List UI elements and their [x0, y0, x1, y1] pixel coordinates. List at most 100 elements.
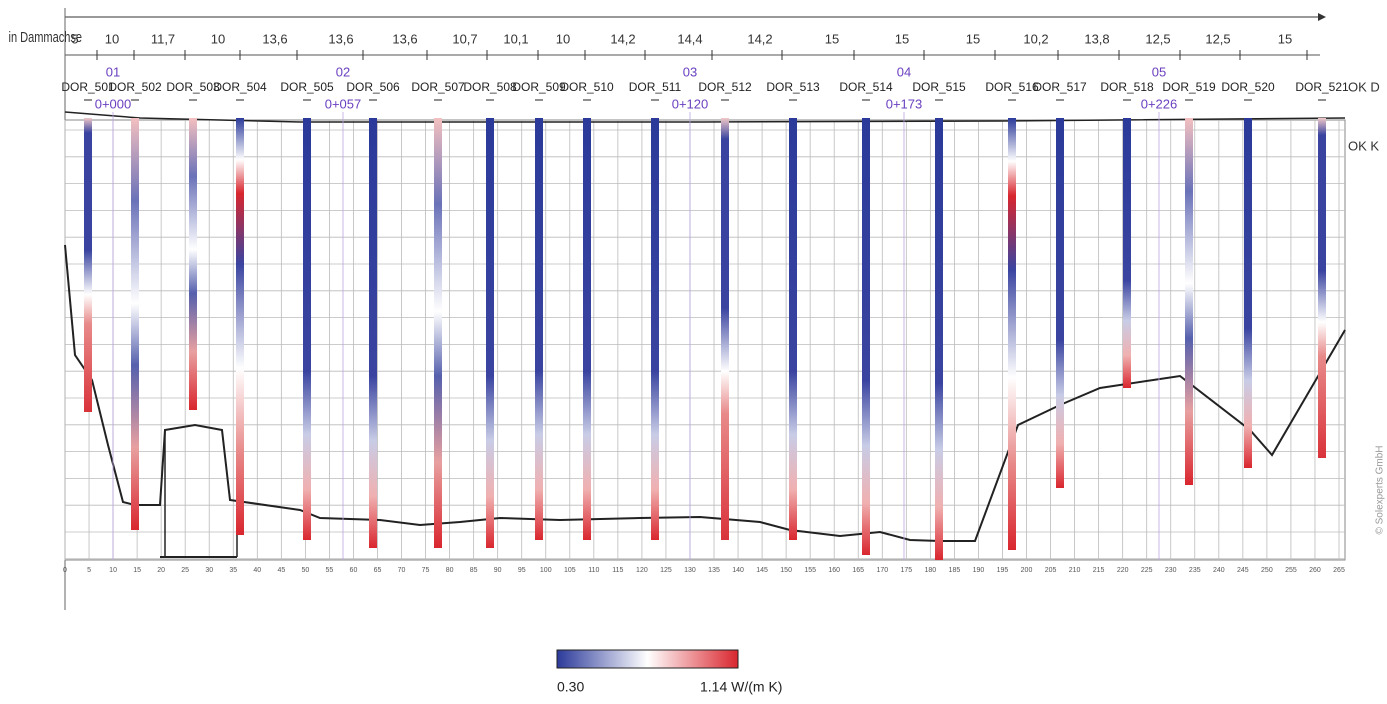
x-tick-label: 225: [1141, 567, 1153, 574]
x-tick-label: 75: [422, 567, 430, 574]
borehole-column: [236, 118, 244, 535]
copyright: © Solexperts GmbH: [1375, 445, 1386, 534]
borehole-label: DOR_514: [839, 80, 893, 94]
spacing-label: 15: [825, 31, 839, 46]
x-tick-label: 45: [277, 567, 285, 574]
x-tick-label: 240: [1213, 567, 1225, 574]
borehole-column: [1318, 118, 1326, 458]
x-tick-label: 160: [828, 567, 840, 574]
x-tick-label: 70: [398, 567, 406, 574]
marker-station: 0+057: [325, 96, 362, 111]
x-tick-label: 195: [997, 567, 1009, 574]
x-tick-label: 20: [157, 567, 165, 574]
borehole-label: DOR_501: [61, 80, 115, 94]
spacing-label: 15: [895, 31, 909, 46]
borehole-column: [369, 118, 377, 548]
x-tick-label: 130: [684, 567, 696, 574]
x-tick-label: 210: [1069, 567, 1081, 574]
spacing-label: 10: [105, 31, 119, 46]
x-tick-label: 175: [900, 567, 912, 574]
x-tick-label: 200: [1021, 567, 1033, 574]
x-tick-label: 90: [494, 567, 502, 574]
right-label: OK K: [1348, 138, 1379, 153]
x-tick-label: 165: [852, 567, 864, 574]
x-tick-label: 40: [253, 567, 261, 574]
borehole-label: DOR_502: [108, 80, 162, 94]
axis-label: in Dammachse: [9, 28, 83, 45]
borehole-column: [303, 118, 311, 540]
x-tick-label: 170: [876, 567, 888, 574]
x-tick-label: 235: [1189, 567, 1201, 574]
spacing-label: 13,6: [392, 31, 417, 46]
x-tick-label: 85: [470, 567, 478, 574]
borehole-column: [1123, 118, 1131, 388]
x-tick-label: 35: [229, 567, 237, 574]
borehole-column: [789, 118, 797, 540]
borehole-column: [434, 118, 442, 548]
x-tick-label: 180: [925, 567, 937, 574]
borehole-label: DOR_517: [1033, 80, 1087, 94]
spacing-label: 10,2: [1023, 31, 1048, 46]
borehole-label: DOR_503: [166, 80, 220, 94]
borehole-column: [862, 118, 870, 555]
borehole-label: DOR_520: [1221, 80, 1275, 94]
spacing-label: 10,7: [452, 31, 477, 46]
borehole-label: DOR_504: [213, 80, 267, 94]
spacing-label: 14,2: [610, 31, 635, 46]
x-tick-label: 50: [301, 567, 309, 574]
borehole-label: DOR_519: [1162, 80, 1216, 94]
borehole-label: DOR_521: [1295, 80, 1349, 94]
right-label: OK D: [1348, 79, 1380, 94]
spacing-label: 14,2: [747, 31, 772, 46]
borehole-label: DOR_508: [463, 80, 517, 94]
borehole-column: [1185, 118, 1193, 485]
x-tick-label: 15: [133, 567, 141, 574]
x-tick-label: 60: [350, 567, 358, 574]
x-tick-label: 30: [205, 567, 213, 574]
x-tick-label: 10: [109, 567, 117, 574]
borehole-column: [1244, 118, 1252, 468]
borehole-column: [486, 118, 494, 548]
borehole-label: DOR_513: [766, 80, 820, 94]
spacing-label: 13,6: [262, 31, 287, 46]
x-tick-label: 120: [636, 567, 648, 574]
borehole-column: [189, 118, 197, 410]
spacing-label: 12,5: [1205, 31, 1230, 46]
x-tick-label: 215: [1093, 567, 1105, 574]
x-tick-label: 255: [1285, 567, 1297, 574]
x-tick-label: 0: [63, 567, 67, 574]
spacing-label: 5: [71, 31, 78, 46]
spacing-label: 10: [556, 31, 570, 46]
x-tick-label: 55: [326, 567, 334, 574]
borehole-column: [84, 118, 92, 412]
x-tick-label: 205: [1045, 567, 1057, 574]
x-tick-label: 145: [756, 567, 768, 574]
colorbar-min: 0.30: [557, 679, 584, 695]
x-tick-label: 135: [708, 567, 720, 574]
borehole-column: [583, 118, 591, 540]
borehole-label: DOR_512: [698, 80, 752, 94]
spacing-label: 15: [966, 31, 980, 46]
x-tick-label: 150: [780, 567, 792, 574]
borehole-column: [1008, 118, 1016, 550]
x-tick-label: 95: [518, 567, 526, 574]
x-tick-label: 265: [1333, 567, 1345, 574]
x-tick-label: 100: [540, 567, 552, 574]
borehole-label: DOR_506: [346, 80, 400, 94]
x-tick-label: 245: [1237, 567, 1249, 574]
spacing-label: 12,5: [1145, 31, 1170, 46]
x-tick-label: 260: [1309, 567, 1321, 574]
spacing-label: 10: [211, 31, 225, 46]
borehole-label: DOR_511: [629, 80, 682, 94]
spacing-label: 15: [1278, 31, 1292, 46]
x-tick-label: 5: [87, 567, 91, 574]
marker-station: 0+120: [672, 96, 709, 111]
borehole-column: [651, 118, 659, 540]
spacing-label: 13,8: [1084, 31, 1109, 46]
borehole-label: DOR_509: [512, 80, 566, 94]
marker-station: 0+173: [886, 96, 923, 111]
borehole-column: [535, 118, 543, 540]
marker-id: 04: [897, 64, 911, 79]
marker-station: 0+000: [95, 96, 132, 111]
